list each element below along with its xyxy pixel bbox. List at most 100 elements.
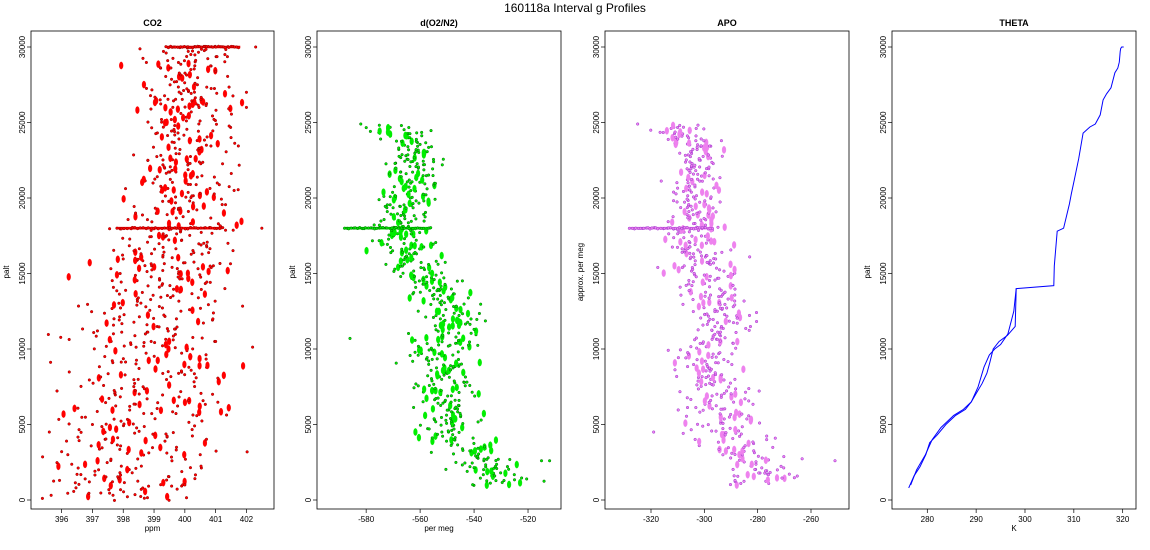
data-point [700,365,706,374]
data-point [196,296,200,300]
data-point [433,387,437,391]
data-point [212,192,216,196]
data-point [694,275,698,279]
data-point [702,273,706,277]
data-point [675,181,679,185]
data-point [705,362,709,366]
x-axis-label: per meg [424,524,453,533]
data-point [456,338,461,343]
data-point [656,265,660,270]
data-point [676,125,680,130]
data-point [445,439,449,443]
data-point [121,195,126,203]
data-point [124,288,128,292]
data-point [146,284,150,288]
data-point [174,445,179,449]
data-point [158,443,163,452]
data-point [418,231,422,235]
x-tick-label: -560 [412,515,429,524]
data-point [169,117,173,122]
x-tick-label: 310 [1067,515,1081,524]
data-point [451,353,455,357]
data-point [134,358,139,362]
data-point [93,473,97,477]
data-point [109,457,113,461]
data-point [120,386,124,390]
data-point [188,45,192,49]
data-point [713,332,717,336]
data-point [680,247,684,251]
data-point [159,295,163,299]
data-point [119,61,124,70]
data-point [430,357,434,361]
data-point [166,59,170,63]
data-point [146,356,151,365]
data-point [125,227,129,231]
data-point [441,157,445,161]
data-point [133,389,138,393]
data-point [707,296,711,300]
data-point [707,285,712,289]
data-point [703,226,707,230]
x-tick-label: 402 [240,515,254,524]
data-point [734,387,738,391]
data-point [451,452,456,456]
data-point [718,351,722,355]
data-point [701,408,705,412]
data-point [416,384,420,388]
data-point [440,299,444,303]
data-point [732,445,737,454]
data-point [410,195,414,199]
data-point [145,323,149,327]
data-point [115,255,120,264]
data-point [162,118,168,127]
data-point [393,161,397,166]
data-point [197,135,202,143]
data-point [94,334,98,338]
data-point [164,74,168,79]
data-point [100,446,104,450]
data-point [206,57,210,61]
data-point [157,325,161,329]
data-point [165,213,169,217]
data-point [122,490,126,494]
data-point [195,175,199,179]
data-point [385,226,389,230]
data-point [174,317,179,321]
data-point [129,341,133,345]
data-point [468,322,472,326]
data-point [171,396,176,405]
data-points [342,122,552,489]
data-point [102,383,106,388]
data-point [710,226,714,231]
data-point [670,121,676,130]
data-point [477,358,482,367]
data-point [87,378,91,382]
data-point [166,474,170,479]
data-point [676,232,680,236]
data-point [689,150,693,154]
data-point [215,227,219,231]
data-point [426,374,430,378]
data-point [167,381,172,389]
data-point [700,278,705,287]
data-point [512,478,517,482]
data-point [215,181,219,185]
data-point [214,45,218,49]
data-point [156,231,162,240]
data-point [173,146,177,150]
data-point [711,352,715,356]
data-point [192,67,196,71]
data-point [465,309,471,318]
data-point [160,226,164,231]
data-point [420,176,425,184]
data-point [453,359,459,368]
data-point [193,473,198,477]
data-point [184,119,188,123]
data-point [725,314,729,318]
data-point [176,85,180,89]
data-point [472,466,476,470]
data-point [432,417,436,421]
data-point [198,306,203,310]
